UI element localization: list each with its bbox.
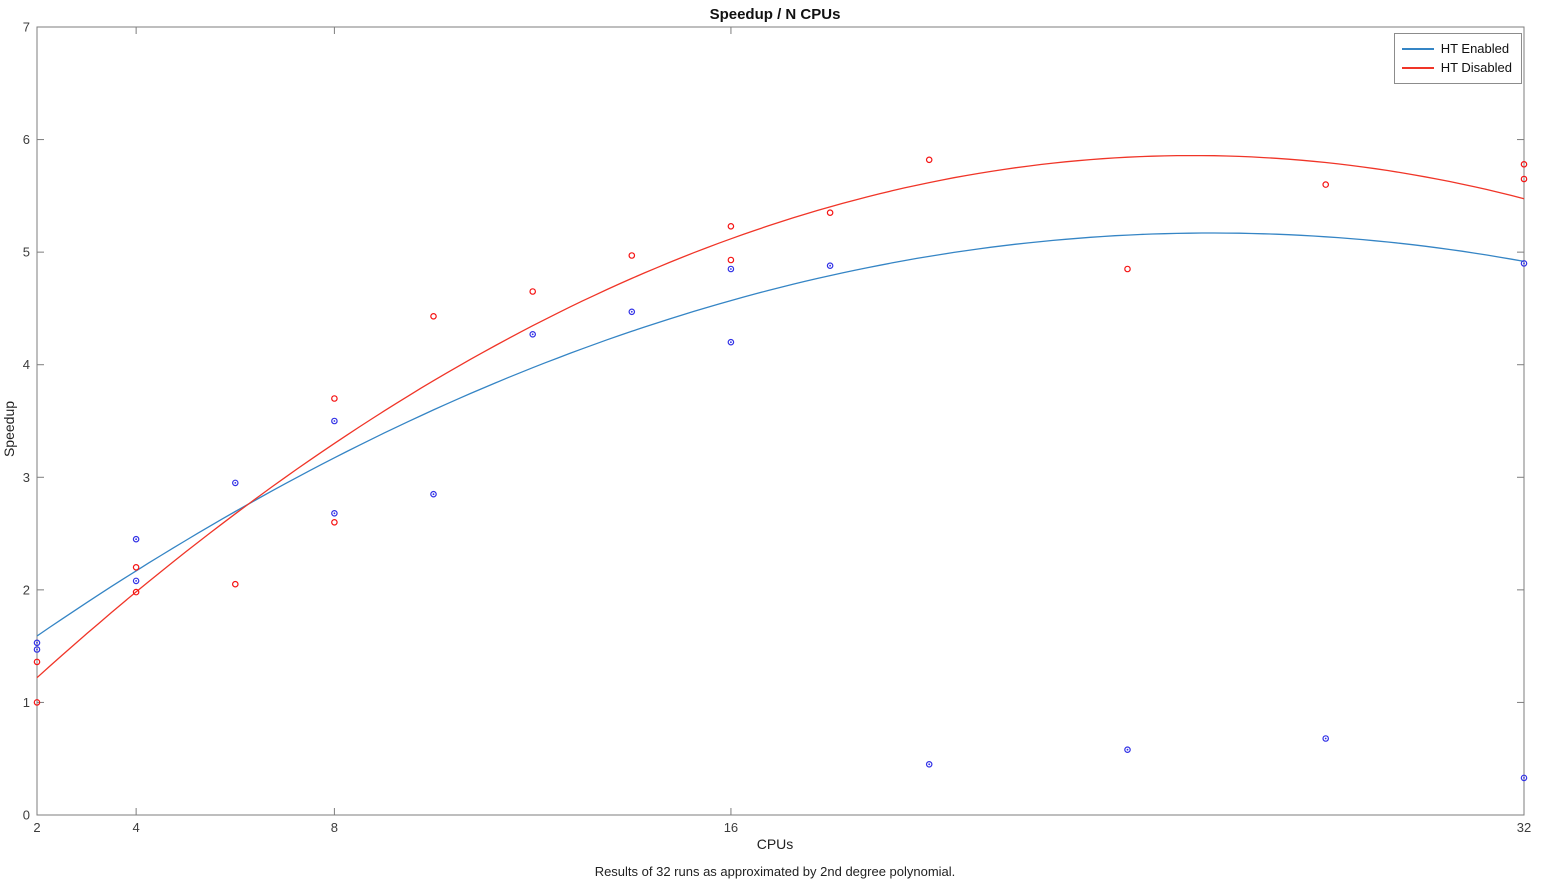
series-points-ht-disabled xyxy=(33,156,1528,706)
x-axis-label: CPUs xyxy=(756,836,794,852)
svg-text:4: 4 xyxy=(133,820,140,835)
tick-labels: 2 4 8 16 32 0 1 2 3 4 5 6 7 xyxy=(23,20,1531,836)
svg-text:0: 0 xyxy=(23,808,30,823)
svg-text:6: 6 xyxy=(23,132,30,147)
svg-text:8: 8 xyxy=(331,820,338,835)
legend-item-ht-disabled: HT Disabled xyxy=(1401,58,1512,77)
svg-text:2: 2 xyxy=(33,820,40,835)
series-points-ht-enabled xyxy=(33,260,1528,782)
fit-curve-ht-enabled xyxy=(36,232,1525,637)
figure-caption: Results of 32 runs as approximated by 2n… xyxy=(594,864,956,879)
svg-text:16: 16 xyxy=(724,820,738,835)
svg-text:1: 1 xyxy=(23,695,30,710)
legend-line-sample-ht-enabled xyxy=(1401,47,1434,50)
svg-text:32: 32 xyxy=(1517,820,1531,835)
legend-label: HT Enabled xyxy=(1440,41,1510,56)
legend-line-sample-ht-disabled xyxy=(1401,66,1434,69)
svg-text:5: 5 xyxy=(23,245,30,260)
fit-curve-ht-disabled xyxy=(36,154,1525,679)
svg-text:7: 7 xyxy=(23,20,30,35)
svg-text:4: 4 xyxy=(23,357,30,372)
y-axis-label: Speedup xyxy=(1,400,17,458)
legend-item-ht-enabled: HT Enabled xyxy=(1401,39,1512,58)
axes-box xyxy=(36,26,1525,816)
svg-text:2: 2 xyxy=(23,582,30,597)
legend-label: HT Disabled xyxy=(1440,60,1512,75)
svg-text:3: 3 xyxy=(23,470,30,485)
chart-title: Speedup / N CPUs xyxy=(709,6,841,23)
legend: HT Enabled HT Disabled xyxy=(1393,33,1522,84)
